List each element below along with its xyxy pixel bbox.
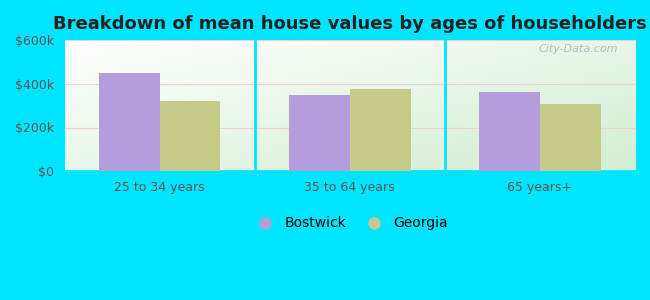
Title: Breakdown of mean house values by ages of householders: Breakdown of mean house values by ages o… bbox=[53, 15, 647, 33]
Bar bbox=[479, 92, 540, 171]
Bar bbox=[289, 95, 350, 171]
Bar bbox=[350, 89, 411, 171]
Bar bbox=[160, 101, 220, 171]
Text: City-Data.com: City-Data.com bbox=[538, 44, 618, 54]
Bar bbox=[540, 104, 601, 171]
Legend: Bostwick, Georgia: Bostwick, Georgia bbox=[246, 211, 454, 236]
Bar bbox=[99, 73, 160, 171]
